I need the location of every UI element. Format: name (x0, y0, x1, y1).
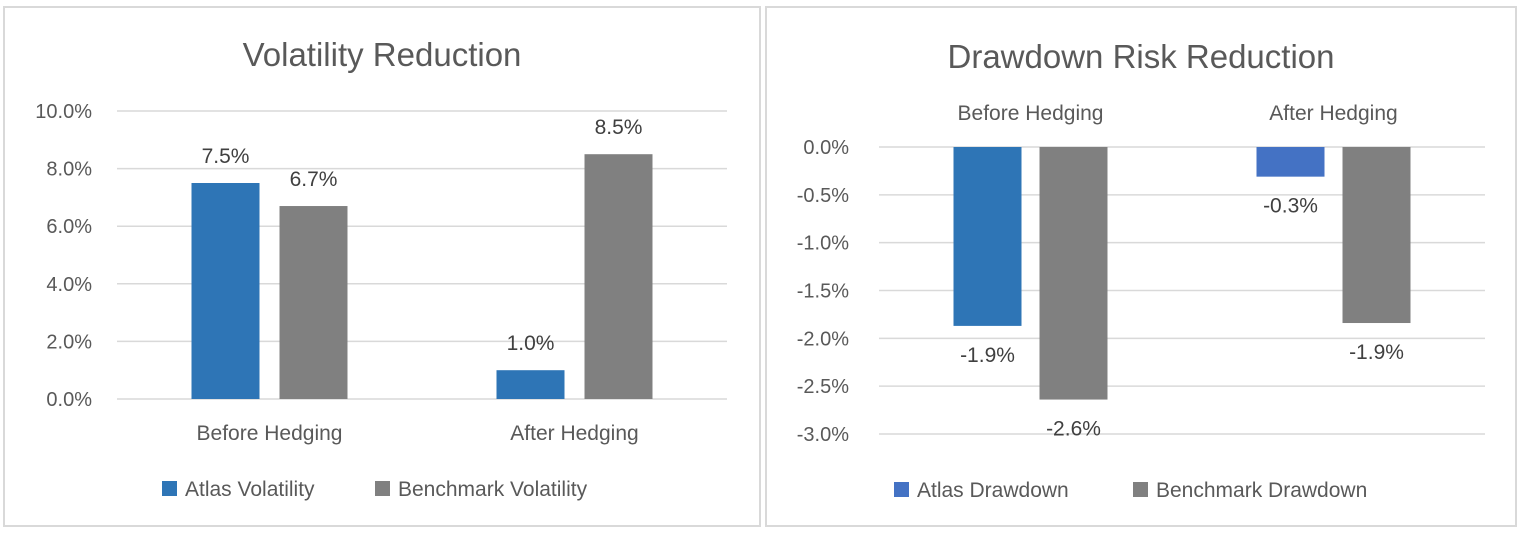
data-label: 8.5% (595, 116, 643, 139)
chart-title: Volatility Reduction (243, 36, 522, 73)
volatility-chart: Volatility Reduction 10.0% 8.0% 6.0% 4.0% 2.0… (35, 36, 727, 501)
bar (584, 154, 653, 399)
y-tick-label: 0.0% (803, 137, 849, 159)
category-label: After Hedging (510, 422, 638, 445)
bar (953, 147, 1022, 326)
data-label: -1.9% (1349, 341, 1404, 364)
category-label: Before Hedging (197, 422, 343, 445)
legend-label: Benchmark Drawdown (1156, 479, 1367, 502)
legend-label: Atlas Volatility (185, 478, 315, 501)
bar (279, 206, 348, 399)
chart-title: Drawdown Risk Reduction (948, 38, 1335, 75)
bar (496, 370, 565, 399)
legend-label: Benchmark Volatility (398, 478, 588, 501)
category-label: After Hedging (1269, 102, 1397, 125)
category-label: Before Hedging (958, 102, 1104, 125)
data-label: 1.0% (507, 332, 555, 355)
y-tick-label: 4.0% (46, 274, 92, 296)
legend-swatch (375, 481, 390, 496)
y-tick-label: -1.0% (797, 233, 849, 255)
y-tick-label: 10.0% (35, 101, 92, 123)
bar (1256, 147, 1325, 177)
y-tick-label: 0.0% (46, 389, 92, 411)
legend-swatch (1133, 482, 1148, 497)
data-label: 7.5% (202, 145, 250, 168)
data-label: -2.6% (1046, 418, 1101, 441)
y-tick-label: 2.0% (46, 331, 92, 353)
bar (191, 183, 260, 399)
y-tick-label: -3.0% (797, 424, 849, 446)
bar (1342, 147, 1411, 324)
data-label: -0.3% (1263, 195, 1318, 218)
y-tick-label: -1.5% (797, 281, 849, 303)
y-tick-label: -2.5% (797, 376, 849, 398)
data-label: -1.9% (960, 344, 1015, 367)
y-tick-label: -2.0% (797, 328, 849, 350)
y-tick-label: 8.0% (46, 159, 92, 181)
drawdown-chart-panel: Drawdown Risk Reduction 0.0% -0.5% -1.0% -1.… (765, 6, 1517, 527)
y-tick-label: 6.0% (46, 216, 92, 238)
legend-swatch (894, 482, 909, 497)
data-label: 6.7% (290, 168, 338, 191)
y-tick-label: -0.5% (797, 185, 849, 207)
drawdown-chart: Drawdown Risk Reduction 0.0% -0.5% -1.0% -1.… (797, 38, 1485, 502)
volatility-chart-panel: Volatility Reduction 10.0% 8.0% 6.0% 4.0% 2.0… (3, 6, 761, 527)
legend-label: Atlas Drawdown (917, 479, 1069, 502)
bar (1039, 147, 1108, 400)
legend-swatch (162, 481, 177, 496)
